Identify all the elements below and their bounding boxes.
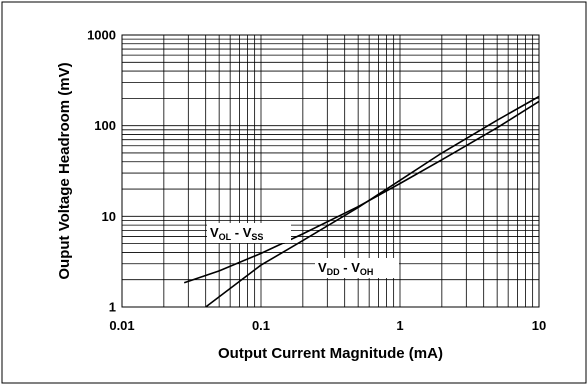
x-tick-label: 1 xyxy=(396,318,403,333)
series-label-bg-1 xyxy=(207,223,291,243)
series-group xyxy=(183,95,540,308)
y-axis-label: Ouput Voltage Headroom (mV) xyxy=(56,62,73,279)
series-label-2: VDD - VOH xyxy=(318,260,373,277)
x-tick-label: 0.01 xyxy=(109,318,134,333)
series-label-bg-2 xyxy=(315,258,399,278)
plot-area xyxy=(121,34,540,308)
tick-labels: 0.01 0.1 1 10 1 10 100 1000 xyxy=(87,28,546,334)
series-labels: VOL - VSS VDD - VOH xyxy=(207,223,399,278)
x-tick-label: 0.1 xyxy=(252,318,270,333)
series-label-1: VOL - VSS xyxy=(210,225,263,242)
outer-frame xyxy=(1,1,587,384)
y-tick-label: 1000 xyxy=(87,28,116,43)
y-tick-label: 10 xyxy=(102,209,116,224)
y-tick-label: 100 xyxy=(94,118,116,133)
y-tick-label: 1 xyxy=(109,300,116,315)
series-line-2 xyxy=(205,95,540,308)
x-tick-label: 10 xyxy=(532,318,546,333)
x-axis-label: Output Current Magnitude (mA) xyxy=(218,345,443,362)
